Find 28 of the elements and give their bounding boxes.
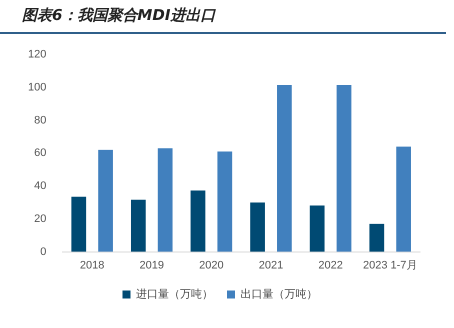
bar bbox=[130, 200, 146, 252]
y-tick-label: 0 bbox=[40, 246, 46, 258]
chart-title: 图表6：我国聚合MDI进出口 bbox=[22, 6, 216, 25]
y-tick-label: 80 bbox=[34, 114, 46, 126]
bar bbox=[250, 202, 265, 252]
x-tick-label: 2018 bbox=[80, 259, 104, 272]
bar bbox=[396, 146, 411, 252]
x-tick-label: 2020 bbox=[199, 259, 224, 272]
bar bbox=[190, 190, 206, 252]
y-tick-label: 100 bbox=[28, 82, 46, 94]
legend-label: 出口量（万吨） bbox=[240, 288, 318, 301]
bar bbox=[369, 224, 384, 252]
x-tick-label: 2019 bbox=[140, 259, 164, 272]
bar bbox=[277, 85, 292, 252]
y-tick-label: 60 bbox=[34, 147, 46, 160]
bar bbox=[336, 85, 352, 252]
y-tick-label: 40 bbox=[34, 180, 46, 192]
bar bbox=[310, 205, 325, 252]
legend-label: 进口量（万吨） bbox=[136, 288, 213, 301]
y-tick-label: 20 bbox=[34, 212, 46, 225]
y-tick-label: 120 bbox=[28, 48, 46, 61]
bar bbox=[158, 148, 173, 252]
x-tick-label: 2022 bbox=[318, 259, 343, 272]
bar bbox=[217, 152, 232, 252]
bar bbox=[98, 150, 113, 252]
x-tick-label: 2023 1-7月 bbox=[362, 259, 418, 272]
bar bbox=[71, 196, 86, 252]
x-tick-label: 2021 bbox=[258, 259, 284, 272]
